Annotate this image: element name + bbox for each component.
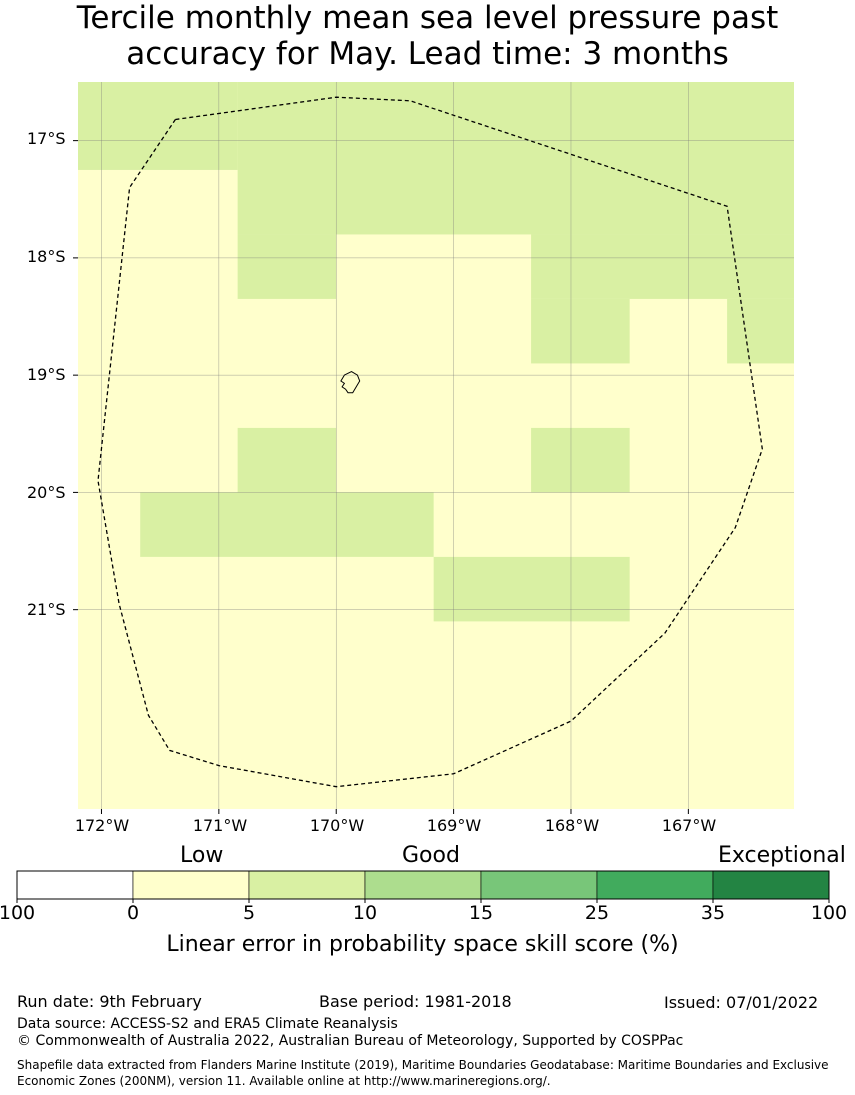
base-period: Base period: 1981-2018 bbox=[319, 992, 512, 1011]
colorbar-tick: 10 bbox=[352, 902, 378, 924]
colorbar-tick: 5 bbox=[242, 902, 256, 924]
colorbar-segment bbox=[596, 870, 714, 900]
colorbar-segment bbox=[480, 870, 598, 900]
skill-cell bbox=[78, 82, 238, 170]
colorbar-segment bbox=[132, 870, 250, 900]
map-title-line-2: accuracy for May. Lead time: 3 months bbox=[126, 36, 729, 72]
skill-cell bbox=[433, 556, 630, 622]
lon-label-168w: 168°W bbox=[544, 816, 600, 835]
shapefile-credit: Shapefile data extracted from Flanders M… bbox=[17, 1058, 829, 1088]
colorbar-outline bbox=[16, 870, 830, 900]
skill-cell bbox=[237, 234, 337, 299]
island-outline bbox=[340, 371, 361, 394]
colorbar-label: Linear error in probability space skill … bbox=[166, 932, 679, 957]
colorbar-segment bbox=[364, 870, 482, 900]
lat-label-19s: 19°S bbox=[27, 365, 66, 384]
copyright-notice: © Commonwealth of Australia 2022, Austra… bbox=[17, 1033, 684, 1049]
data-source: Data source: ACCESS-S2 and ERA5 Climate … bbox=[17, 1016, 398, 1032]
lat-label-18s: 18°S bbox=[27, 247, 66, 266]
lon-label-171w: 171°W bbox=[192, 816, 248, 835]
colorbar-tick: 100 bbox=[0, 902, 36, 924]
skill-cell bbox=[237, 82, 794, 235]
legend-category-low: Low bbox=[180, 843, 224, 868]
colorbar-tick: 35 bbox=[700, 902, 726, 924]
skill-cell bbox=[140, 492, 434, 557]
skill-cell bbox=[237, 427, 337, 493]
lon-label-172w: 172°W bbox=[74, 816, 130, 835]
legend-category-exceptional: Exceptional bbox=[718, 843, 846, 868]
run-date: Run date: 9th February bbox=[17, 992, 202, 1011]
colorbar-tick: 25 bbox=[584, 902, 610, 924]
lon-label-167w: 167°W bbox=[661, 816, 717, 835]
map-area bbox=[73, 82, 794, 814]
colorbar bbox=[16, 870, 830, 903]
skill-cell bbox=[531, 298, 630, 364]
lon-label-170w: 170°W bbox=[309, 816, 365, 835]
colorbar-segment bbox=[712, 870, 830, 900]
lat-label-21s: 21°S bbox=[27, 600, 66, 619]
skill-cell bbox=[531, 427, 630, 493]
lat-label-20s: 20°S bbox=[27, 483, 66, 502]
map-title-line-1: Tercile monthly mean sea level pressure … bbox=[76, 0, 779, 36]
colorbar-tick: 15 bbox=[468, 902, 494, 924]
issued-date: Issued: 07/01/2022 bbox=[664, 993, 819, 1012]
colorbar-tick: 100 bbox=[810, 902, 848, 924]
lon-label-169w: 169°W bbox=[426, 816, 482, 835]
eez-boundary-line bbox=[97, 96, 763, 788]
skill-cell bbox=[531, 234, 794, 299]
lat-label-17s: 17°S bbox=[27, 129, 66, 148]
colorbar-segment bbox=[16, 870, 134, 900]
colorbar-tick: 0 bbox=[126, 902, 140, 924]
skill-cell bbox=[727, 298, 794, 364]
legend-category-good: Good bbox=[402, 843, 460, 868]
colorbar-segment bbox=[248, 870, 366, 900]
